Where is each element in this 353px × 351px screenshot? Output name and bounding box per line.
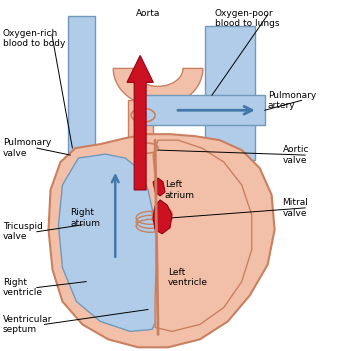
Polygon shape	[153, 140, 252, 331]
Text: Pulmonary
valve: Pulmonary valve	[3, 138, 51, 158]
Text: Oxygen-poor
blood to lungs: Oxygen-poor blood to lungs	[215, 9, 279, 28]
Polygon shape	[59, 154, 162, 331]
Polygon shape	[48, 134, 275, 347]
Polygon shape	[140, 95, 265, 125]
Text: Ventricular
septum: Ventricular septum	[3, 315, 52, 334]
Text: Oxygen-rich
blood to body: Oxygen-rich blood to body	[3, 28, 65, 48]
Polygon shape	[205, 26, 255, 160]
Text: Left
atrium: Left atrium	[165, 180, 195, 200]
Polygon shape	[127, 55, 153, 190]
Text: Aorta: Aorta	[136, 9, 160, 18]
Polygon shape	[68, 16, 95, 210]
Text: Aortic
valve: Aortic valve	[283, 145, 309, 165]
Text: Left
ventricle: Left ventricle	[168, 268, 208, 287]
Polygon shape	[153, 200, 172, 234]
Text: Right
atrium: Right atrium	[70, 208, 100, 227]
Polygon shape	[153, 178, 165, 196]
Polygon shape	[128, 100, 153, 195]
Text: Pulmonary
artery: Pulmonary artery	[268, 91, 316, 110]
Polygon shape	[113, 68, 203, 106]
Text: Tricuspid
valve: Tricuspid valve	[3, 222, 43, 241]
Text: Right
ventricle: Right ventricle	[3, 278, 43, 297]
Text: Mitral
valve: Mitral valve	[283, 198, 309, 218]
